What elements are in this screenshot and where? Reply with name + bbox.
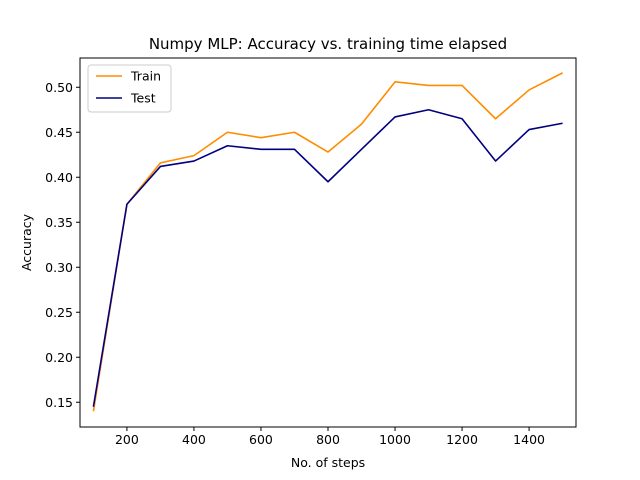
x-tick-label: 200 [115,432,139,447]
plot-area [92,72,563,412]
legend-label-test: Test [130,91,156,106]
y-tick-label: 0.30 [45,260,73,275]
x-tick-label: 1400 [513,432,545,447]
series-line-train [92,72,563,412]
x-axis-label: No. of steps [291,455,365,470]
series-line-test [92,108,563,407]
x-tick-label: 800 [316,432,340,447]
x-tick-label: 400 [182,432,206,447]
legend: Train Test [87,64,172,113]
x-tick-label: 600 [249,432,273,447]
legend-label-train: Train [130,69,161,84]
y-tick-label: 0.40 [45,170,73,185]
y-tick-label: 0.35 [45,215,73,230]
y-tick-label: 0.25 [45,305,73,320]
y-tick-label: 0.15 [45,395,73,410]
y-axis-ticks: 0.15 0.20 0.25 0.30 0.35 0.40 0.45 0.50 [45,80,80,410]
y-tick-label: 0.45 [45,125,73,140]
x-tick-label: 1000 [379,432,411,447]
x-tick-label: 1200 [446,432,478,447]
y-axis-label: Accuracy [19,213,34,271]
chart-title: Numpy MLP: Accuracy vs. training time el… [149,35,507,53]
x-axis-ticks: 200 400 600 800 1000 1200 1400 [115,427,545,447]
y-tick-label: 0.20 [45,350,73,365]
y-tick-label: 0.50 [45,80,73,95]
